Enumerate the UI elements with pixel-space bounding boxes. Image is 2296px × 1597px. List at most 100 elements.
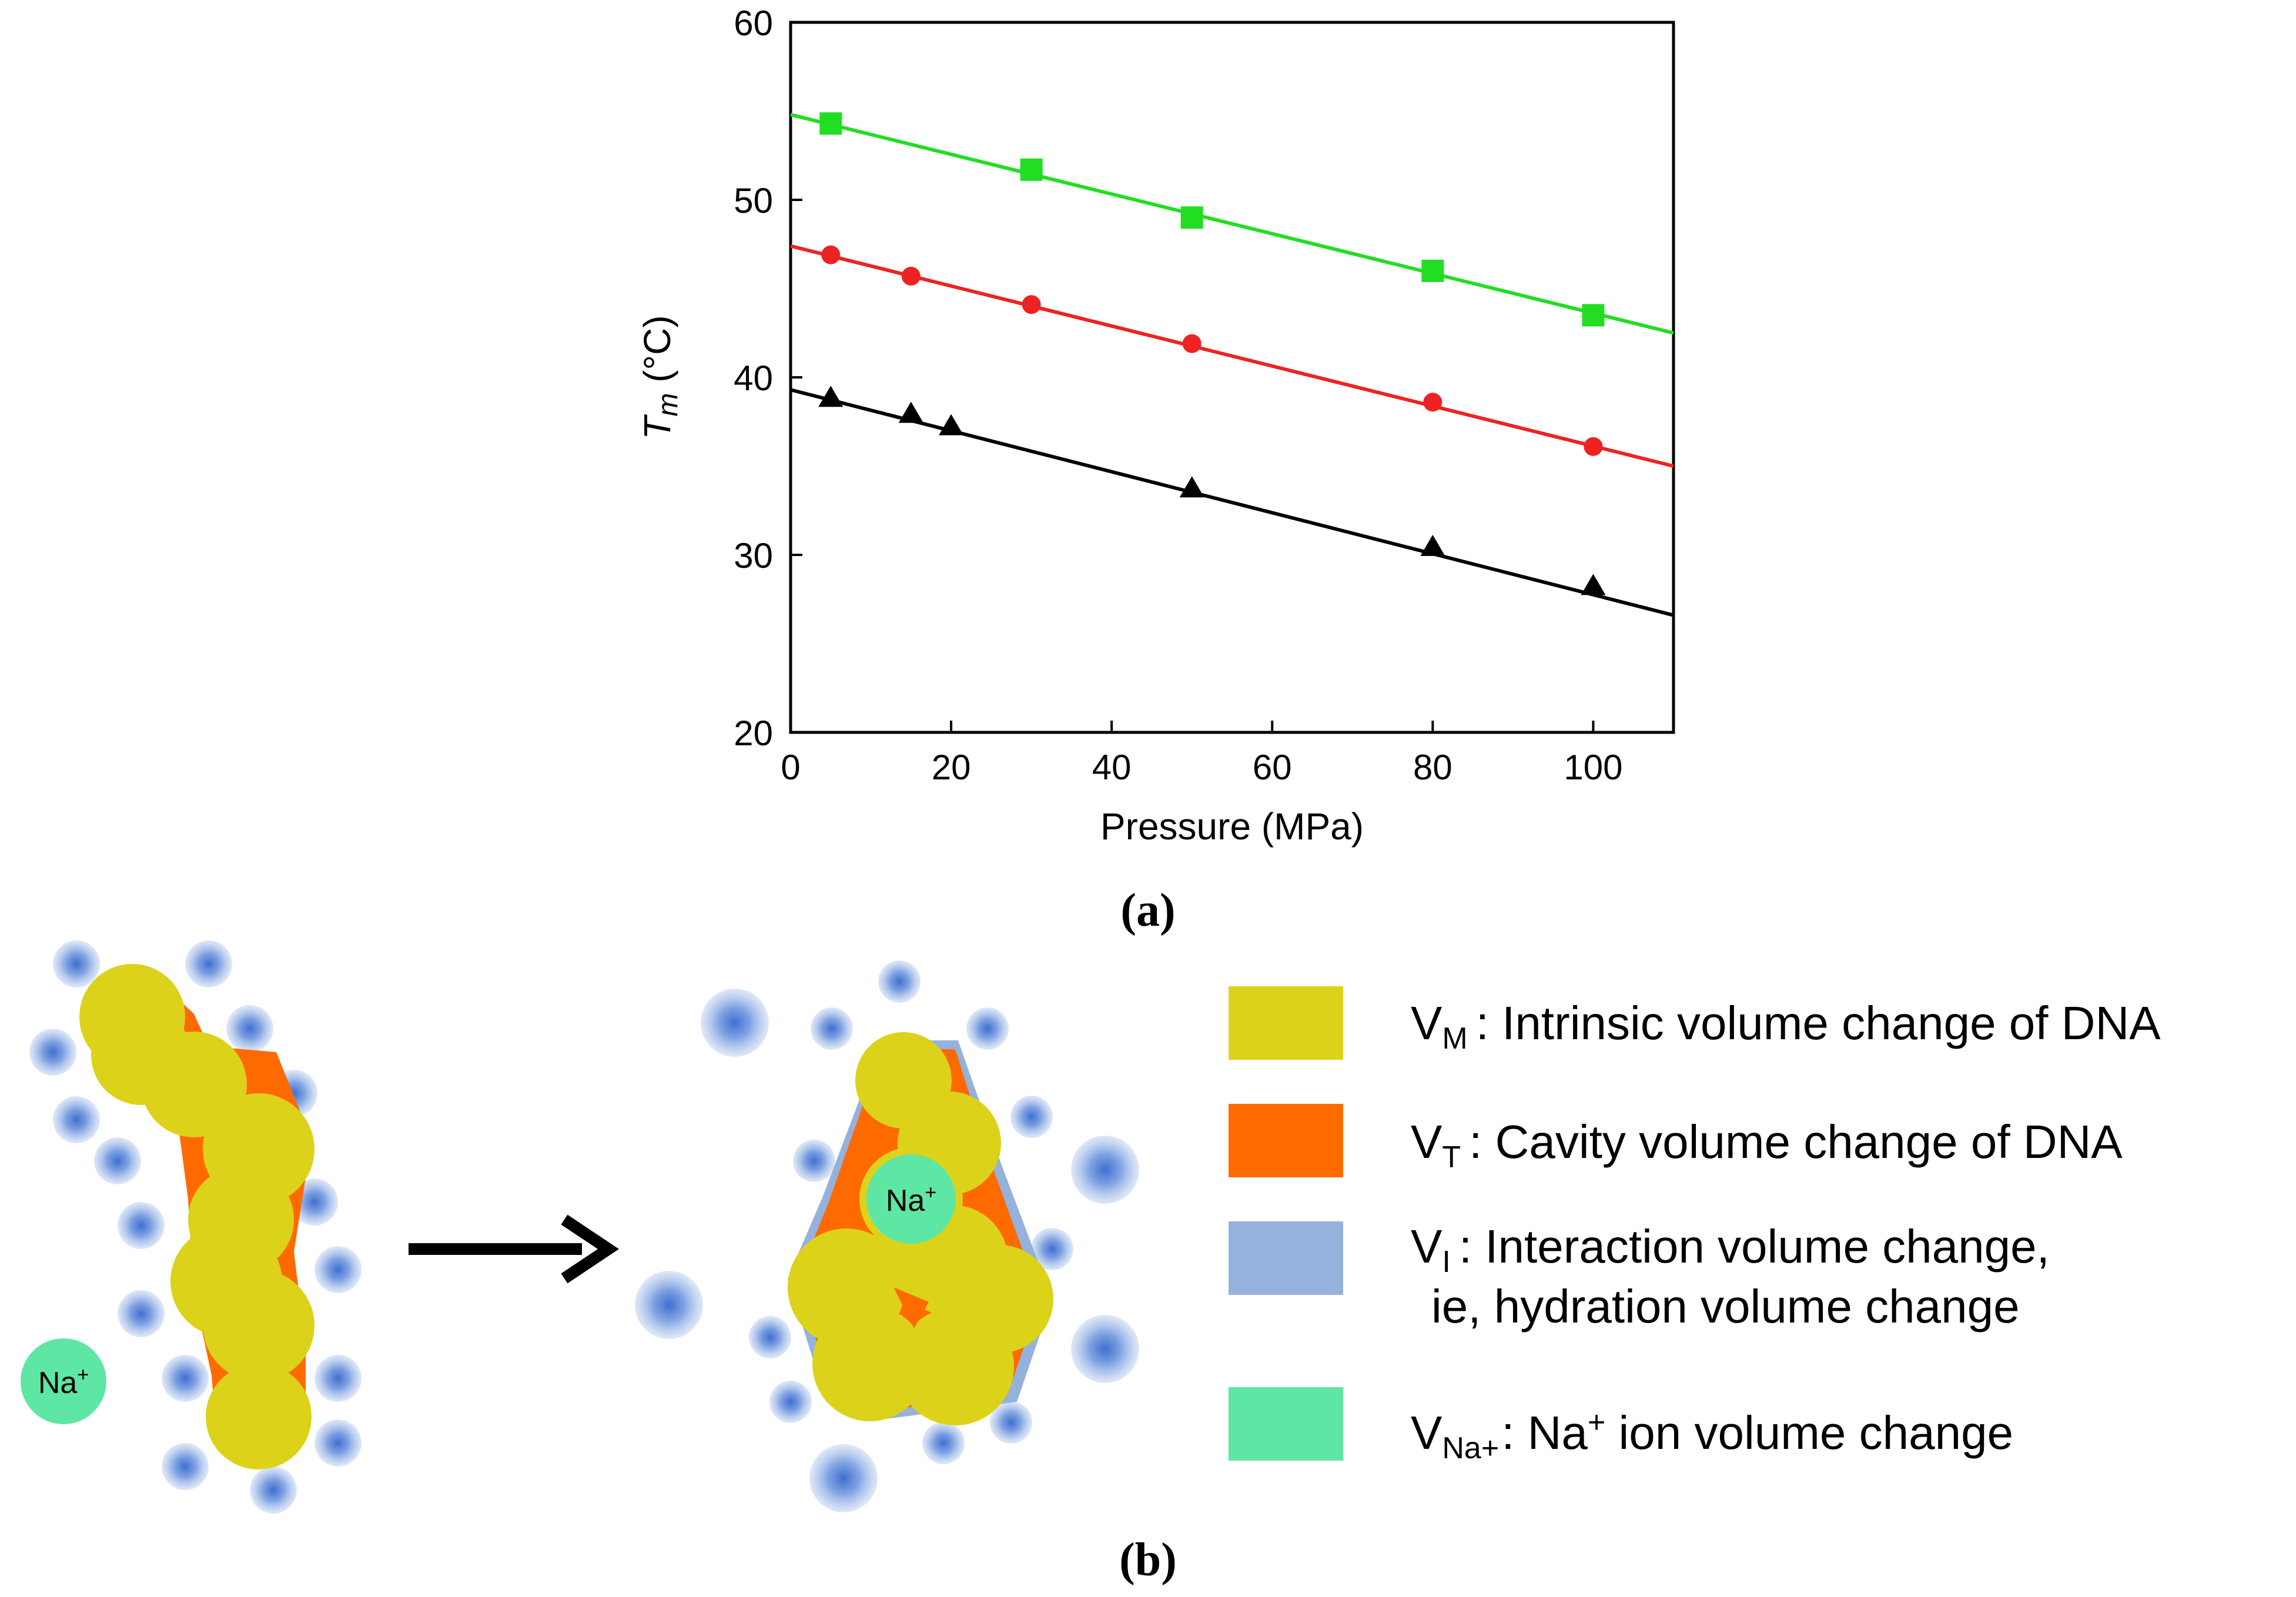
water-molecule	[966, 1007, 1009, 1050]
plot-frame	[789, 21, 1675, 734]
fit-line-1	[790, 244, 1674, 468]
water-molecule	[811, 1007, 853, 1050]
left-dna-strand	[79, 964, 314, 1469]
x-tick-label: 40	[1092, 748, 1132, 787]
water-molecule	[314, 1246, 362, 1293]
data-point-square	[1421, 259, 1444, 282]
dna-sphere	[896, 1308, 1014, 1425]
fit-line-2	[790, 388, 1674, 617]
water-molecule	[29, 1029, 76, 1076]
legend-swatch-vi	[1229, 1221, 1343, 1295]
water-molecule	[878, 960, 921, 1003]
legend-swatch-vt	[1229, 1104, 1343, 1177]
y-tick-label: 50	[734, 181, 773, 220]
data-point-square	[1180, 206, 1203, 229]
water-molecule	[185, 940, 232, 987]
water-molecule	[635, 1271, 703, 1339]
data-point-square	[1020, 158, 1043, 181]
fit-lines	[790, 113, 1674, 617]
dna-sphere	[206, 1364, 312, 1469]
water-molecule	[990, 1401, 1032, 1444]
x-tick-label: 60	[1253, 748, 1292, 787]
panel-b-label: (b)	[1119, 1534, 1177, 1586]
y-tick-label: 60	[734, 4, 773, 43]
data-point-circle	[1022, 295, 1041, 314]
x-tick-label: 0	[781, 748, 800, 787]
x-tick-label: 20	[932, 748, 971, 787]
water-molecule	[314, 1355, 362, 1402]
svg-text:VT: Cavity volume change of DN: VT: Cavity volume change of DNA	[1411, 1116, 2123, 1174]
data-point-square	[1582, 304, 1605, 327]
right-na-ion: Na+	[866, 1154, 956, 1244]
water-molecule	[749, 1316, 791, 1358]
water-molecule	[769, 1381, 812, 1423]
water-molecule	[793, 1140, 835, 1182]
data-point-triangle	[1179, 476, 1204, 498]
legend-item-vt: VT: Cavity volume change of DNA	[1229, 1104, 2123, 1177]
legend-swatch-vm	[1229, 986, 1343, 1060]
data-markers	[818, 112, 1606, 595]
water-molecule	[162, 1355, 209, 1402]
water-molecule	[1031, 1228, 1073, 1270]
water-molecule	[1010, 1096, 1053, 1138]
water-molecule	[162, 1443, 209, 1490]
water-molecule	[118, 1290, 165, 1337]
y-tick-label: 40	[734, 359, 773, 398]
x-axis-ticks: 0 20 40 60 80 100	[781, 721, 1623, 787]
legend-item-vm: VM: Intrinsic volume change of DNA	[1229, 986, 2161, 1060]
svg-text:Na+: Na+	[38, 1364, 89, 1400]
data-point-triangle	[1581, 574, 1606, 595]
water-molecule	[250, 1467, 297, 1514]
water-molecule	[94, 1137, 141, 1184]
svg-text:VI: Interaction volume change,: VI: Interaction volume change,	[1411, 1220, 2050, 1279]
dna-volume-diagram: Na+	[21, 940, 1139, 1514]
y-axis-label: Tm (°C)	[636, 315, 684, 439]
legend: VM: Intrinsic volume change of DNA VT: C…	[1229, 986, 2161, 1465]
dna-sphere	[812, 1306, 928, 1421]
left-na-ion: Na+	[21, 1338, 106, 1424]
legend-item-vna: VNa+: Na+ ion volume change	[1229, 1387, 2013, 1465]
dna-sphere	[203, 1270, 314, 1381]
data-point-triangle	[1420, 534, 1445, 556]
svg-text:Na+: Na+	[886, 1181, 936, 1218]
water-molecule	[314, 1419, 362, 1467]
x-tick-label: 80	[1413, 748, 1452, 787]
data-point-triangle	[818, 386, 844, 407]
water-molecule	[226, 1005, 273, 1052]
water-molecule	[53, 940, 100, 987]
y-tick-label: 30	[734, 536, 773, 575]
right-inner-cavity	[893, 1287, 929, 1328]
water-molecule	[922, 1422, 965, 1464]
data-point-circle	[1584, 437, 1603, 456]
data-point-square	[819, 112, 842, 135]
legend-item-vi: VI: Interaction volume change, ie, hydra…	[1229, 1220, 2050, 1332]
svg-text:ie, hydration volume change: ie, hydration volume change	[1431, 1280, 2020, 1332]
y-axis-ticks: 20 30 40 50 60	[734, 4, 802, 753]
data-point-circle	[901, 266, 921, 286]
water-molecule	[53, 1096, 100, 1143]
data-point-circle	[821, 245, 841, 265]
legend-swatch-vna	[1229, 1387, 1343, 1461]
x-tick-label: 100	[1564, 748, 1622, 787]
y-tick-label: 20	[734, 714, 773, 753]
x-axis-label: Pressure (MPa)	[1100, 805, 1364, 848]
water-molecule	[118, 1202, 165, 1249]
left-water-molecules	[29, 940, 362, 1514]
right-water-molecules	[635, 960, 1139, 1512]
svg-text:VM: Intrinsic volume change of: VM: Intrinsic volume change of DNA	[1411, 997, 2161, 1056]
data-point-triangle	[939, 414, 964, 436]
svg-text:VNa+: Na+ ion volume change: VNa+: Na+ ion volume change	[1411, 1405, 2013, 1465]
water-molecule	[1071, 1315, 1139, 1383]
data-point-circle	[1182, 334, 1201, 353]
water-molecule	[1071, 1136, 1139, 1204]
data-point-triangle	[898, 401, 923, 423]
panel-a-label: (a)	[1120, 885, 1175, 936]
dna-sphere	[870, 1228, 941, 1299]
water-molecule	[701, 989, 769, 1057]
fit-line-0	[790, 113, 1674, 335]
transition-arrow	[409, 1214, 620, 1284]
data-point-circle	[1423, 393, 1442, 412]
water-molecule	[809, 1444, 878, 1512]
